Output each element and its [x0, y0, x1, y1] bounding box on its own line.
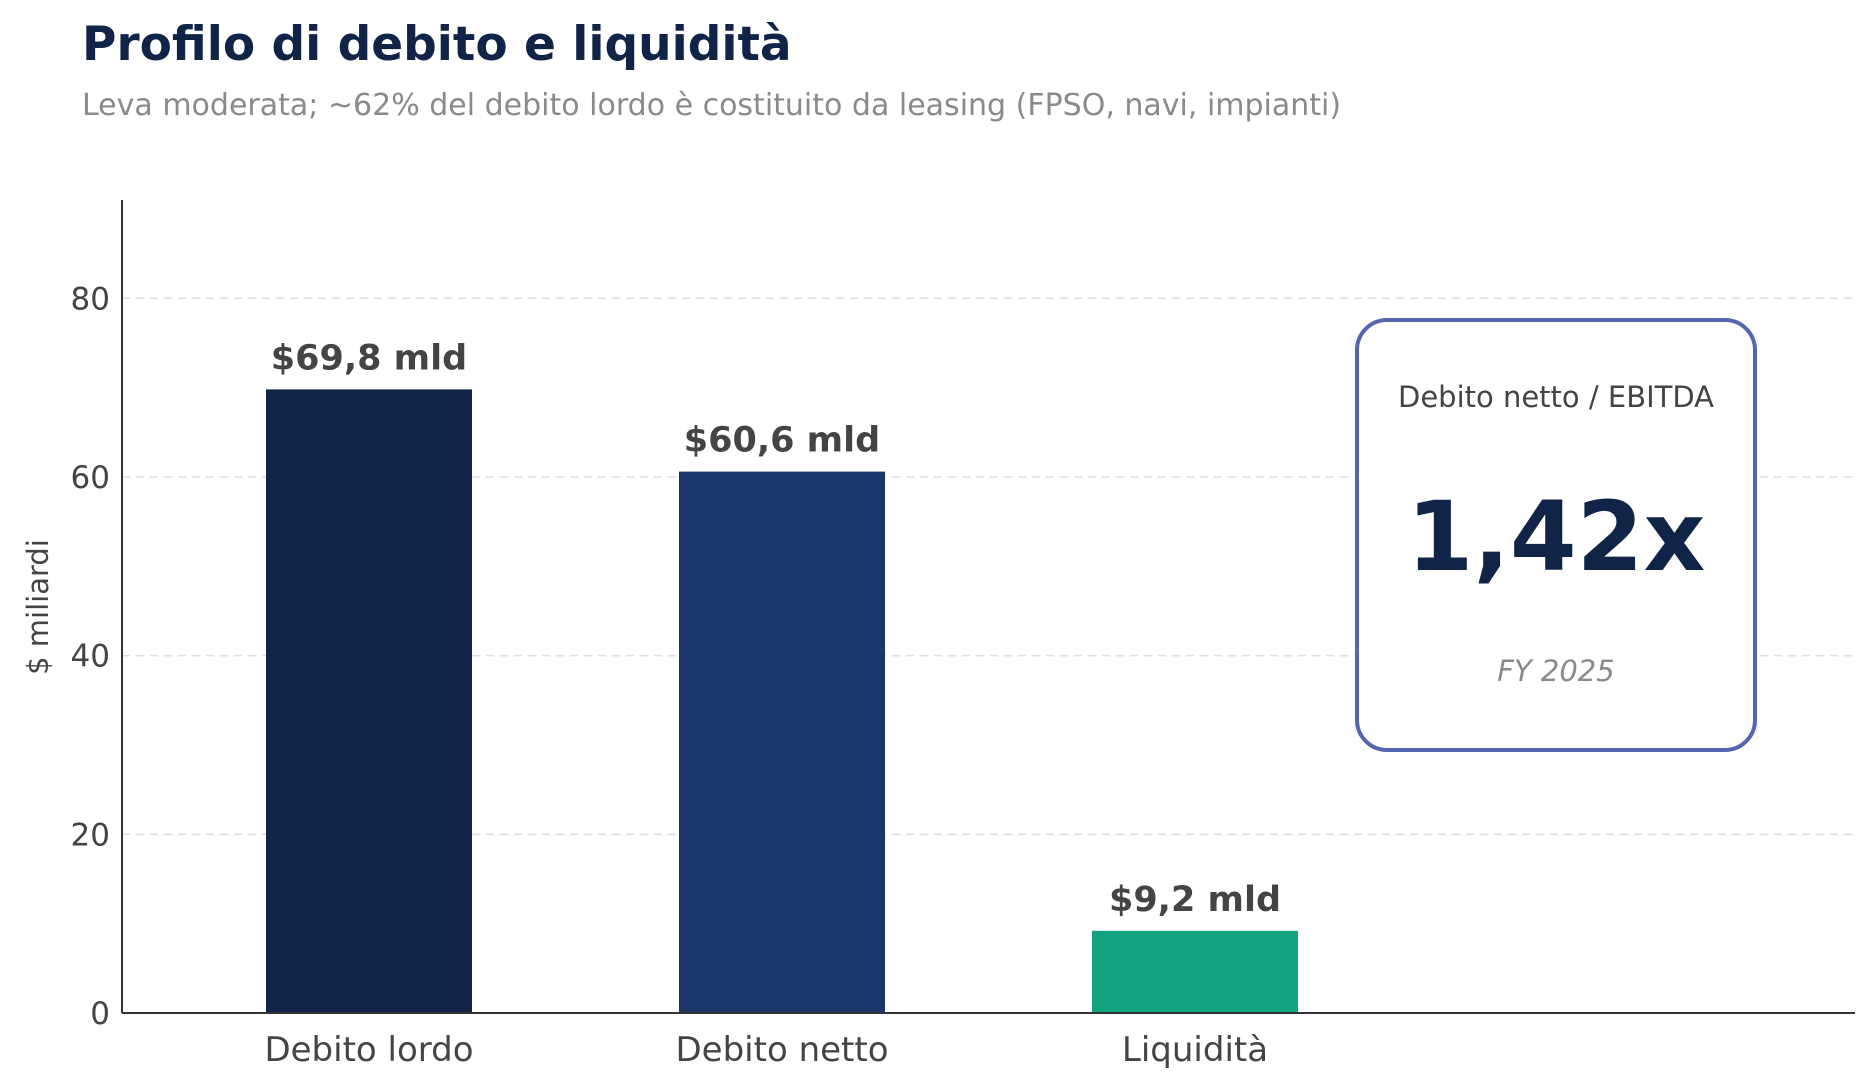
y-tick-label: 40 [71, 639, 110, 675]
kpi-box: Debito netto / EBITDA 1,42x FY 2025 [1355, 318, 1757, 752]
bar-liquidit- [1092, 930, 1298, 1013]
data-labels: $69,8 mld $60,6 mld $9,2 mld [271, 338, 1281, 919]
data-label: $9,2 mld [1109, 880, 1281, 920]
y-axis-title: $ miliardi [21, 539, 55, 675]
x-tick-label: Liquidità [1122, 1030, 1268, 1070]
axes: 0 20 40 60 80 Debito lordo Debito netto Liquidi… [71, 200, 1855, 1070]
y-tick-label: 80 [71, 281, 110, 317]
bar-debito-netto [679, 471, 885, 1014]
y-tick-label: 0 [90, 996, 110, 1032]
kpi-frame [1355, 318, 1757, 752]
kpi-period: FY 2025 [1497, 654, 1614, 688]
bars [266, 389, 1298, 1014]
kpi-value: 1,42x [1407, 481, 1706, 593]
x-tick-label: Debito lordo [264, 1030, 473, 1070]
bar-debito-lordo [266, 389, 472, 1013]
chart-title: Profilo di debito e liquidità [82, 17, 792, 72]
x-tick-label: Debito netto [676, 1030, 889, 1070]
data-label: $60,6 mld [684, 421, 880, 461]
chart-subtitle: Leva moderata; ~62% del debito lordo è c… [82, 88, 1341, 123]
y-tick-label: 20 [71, 817, 110, 853]
data-label: $69,8 mld [271, 338, 467, 378]
y-tick-label: 60 [71, 460, 110, 496]
kpi-label: Debito netto / EBITDA [1398, 380, 1714, 414]
